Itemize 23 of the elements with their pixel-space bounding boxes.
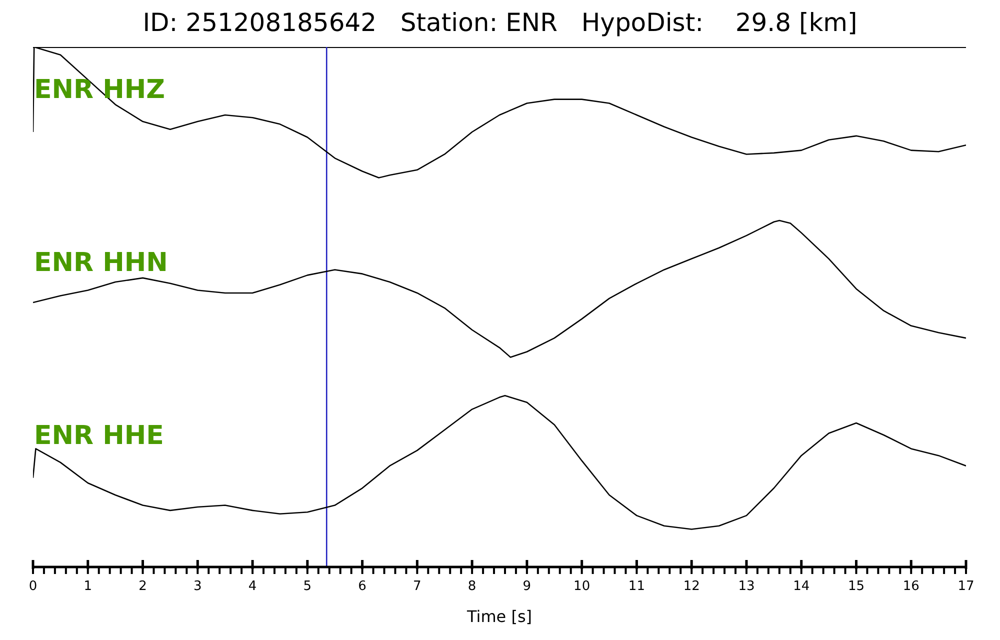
series-label: ENR HHE bbox=[34, 421, 164, 451]
x-tick-label: 16 bbox=[902, 579, 920, 594]
x-tick-label: 7 bbox=[413, 579, 422, 594]
x-tick-label: 4 bbox=[248, 579, 257, 594]
x-tick-label: 11 bbox=[628, 579, 645, 594]
x-tick-label: 3 bbox=[194, 579, 202, 594]
x-tick-label: 10 bbox=[574, 579, 590, 594]
x-tick-label: 8 bbox=[468, 579, 476, 594]
x-tick-label: 1 bbox=[84, 579, 92, 594]
series-label: ENR HHN bbox=[34, 248, 168, 278]
x-tick-label: 13 bbox=[738, 579, 755, 594]
x-tick-label: 5 bbox=[303, 579, 312, 594]
chart-title: ID: 251208185642 Station: ENR HypoDist: 29.8 [km] bbox=[142, 8, 858, 37]
x-tick-label: 6 bbox=[358, 579, 366, 594]
x-tick-label: 12 bbox=[683, 579, 700, 594]
x-tick-label: 15 bbox=[848, 579, 865, 594]
x-tick-label: 2 bbox=[138, 579, 147, 594]
series-label: ENR HHZ bbox=[34, 75, 165, 105]
x-tick-label: 0 bbox=[28, 579, 38, 594]
x-tick-label: 17 bbox=[958, 579, 974, 594]
x-axis-title: Time [s] bbox=[466, 607, 534, 626]
x-tick-label: 14 bbox=[793, 579, 810, 594]
x-tick-label: 9 bbox=[522, 579, 532, 594]
